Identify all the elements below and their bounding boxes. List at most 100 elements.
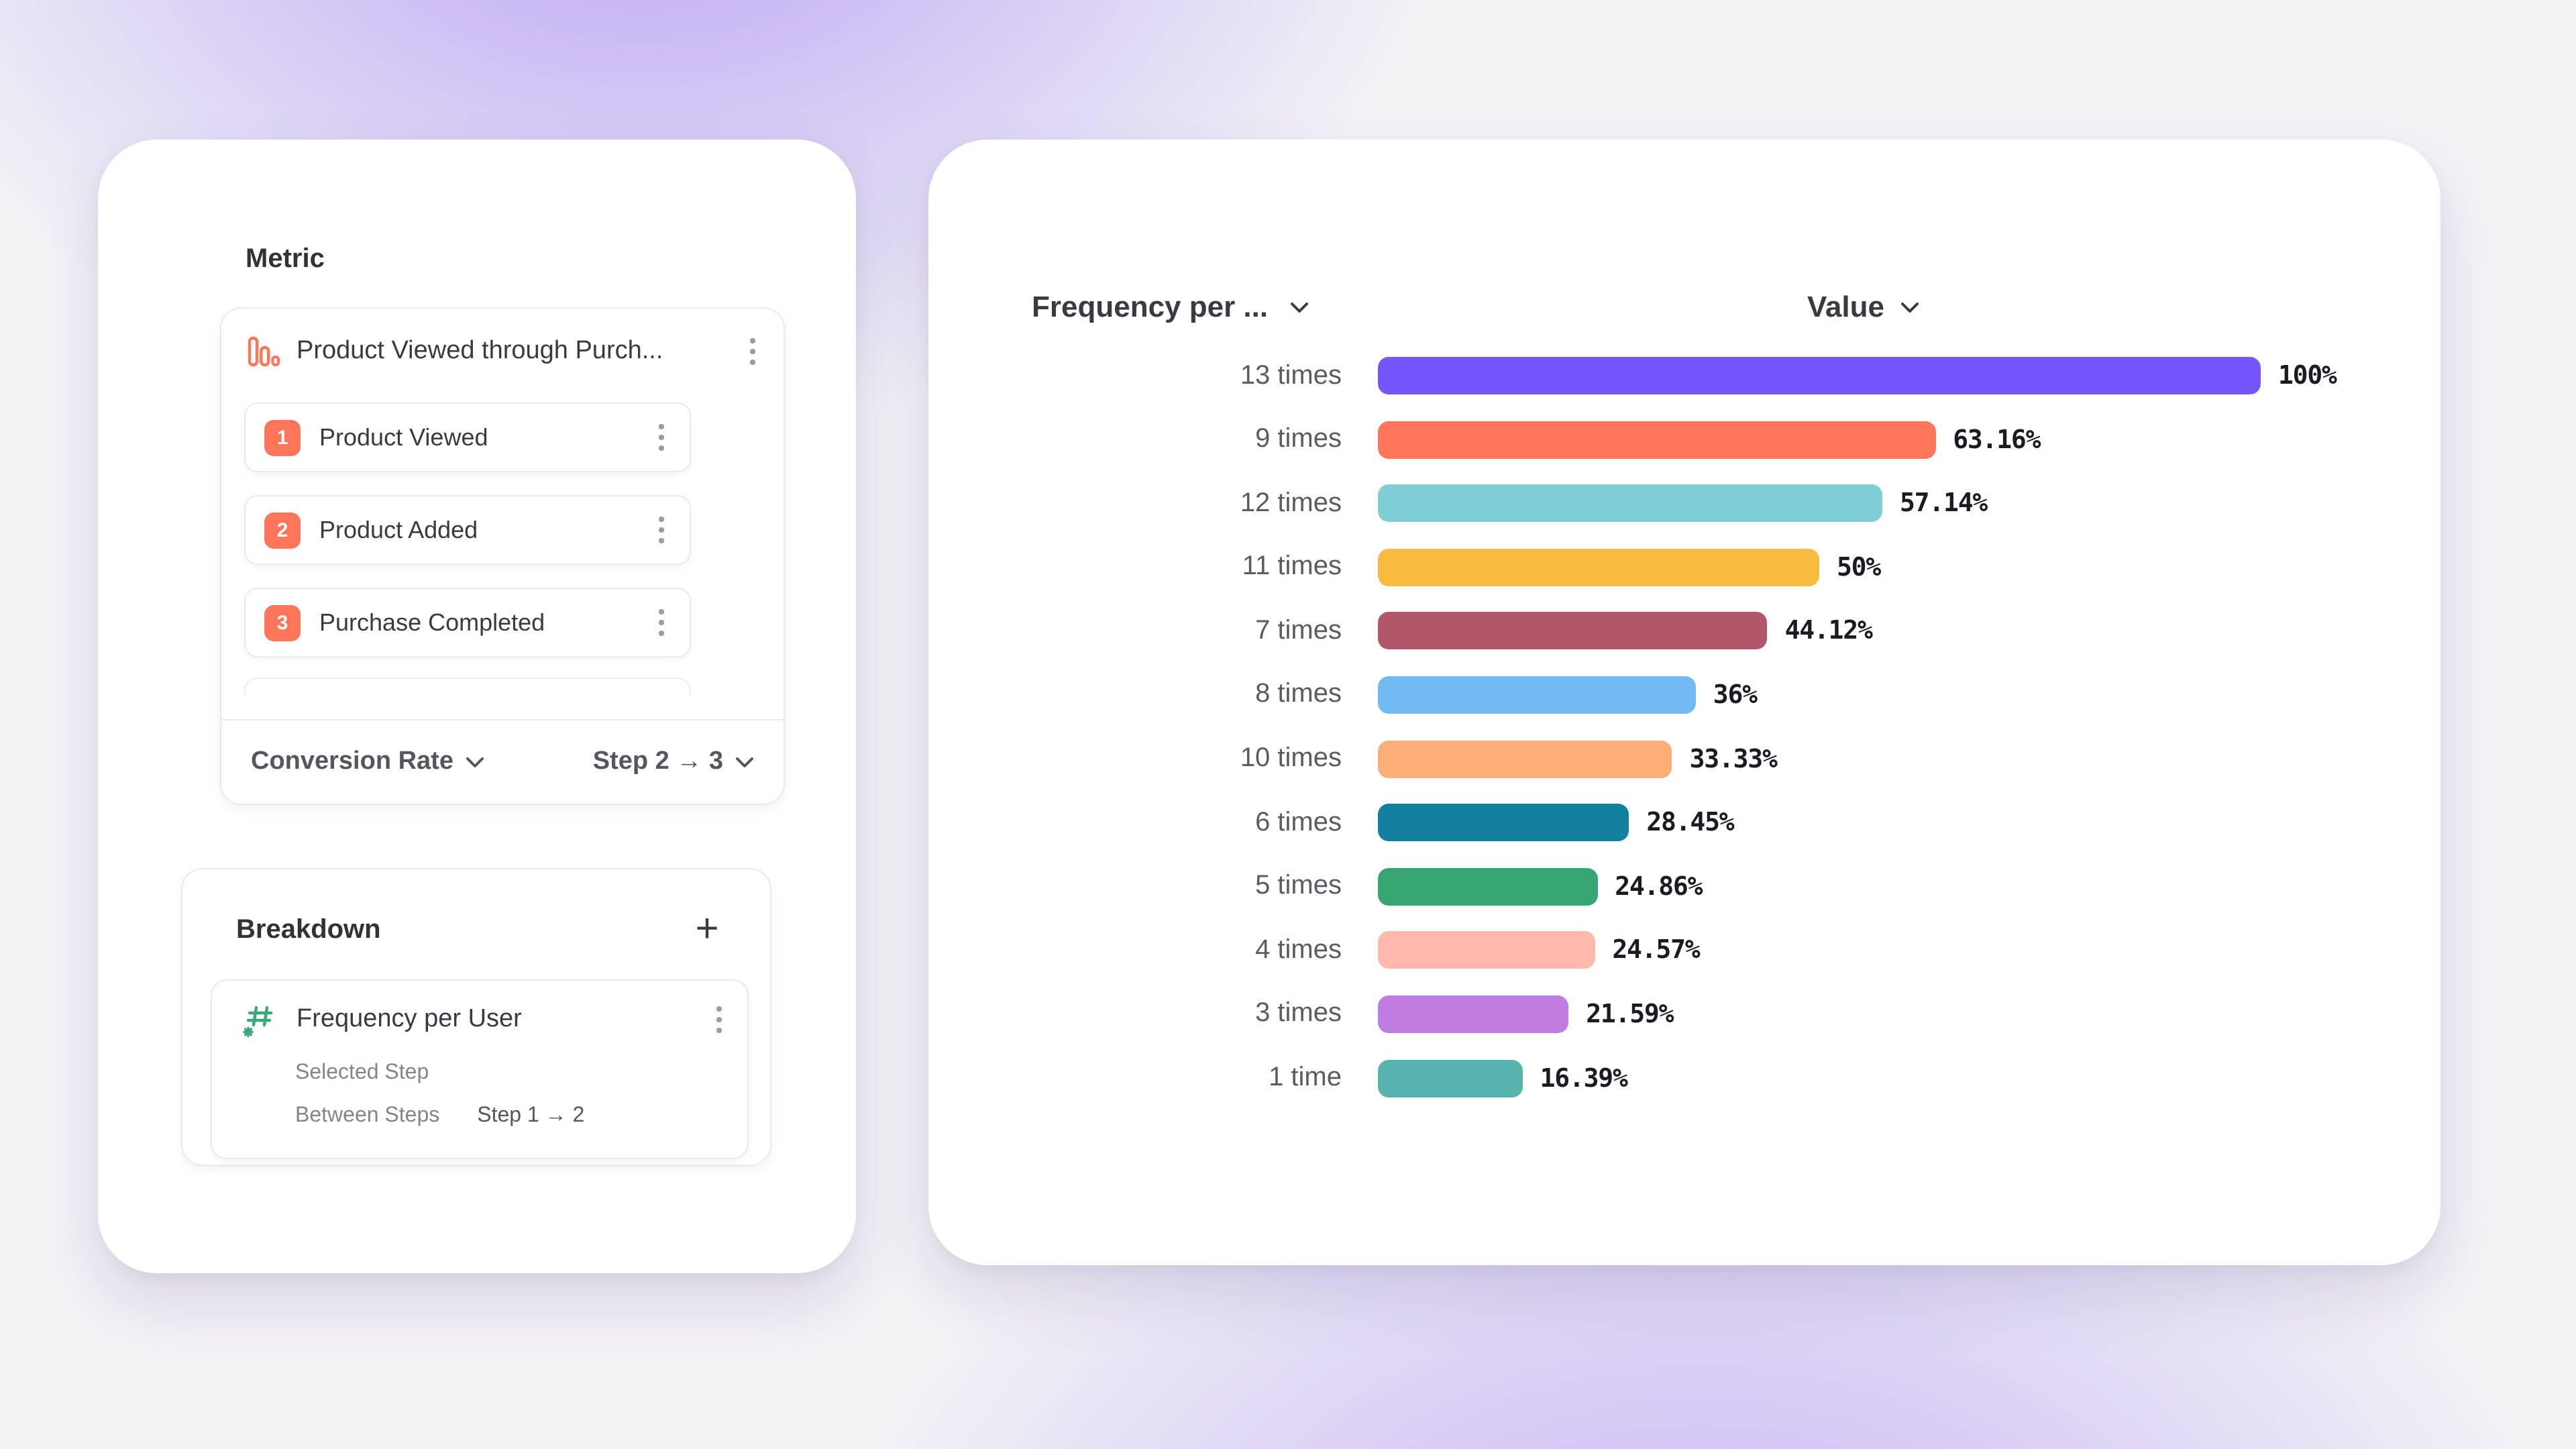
value-column-header-label: Value — [1807, 290, 1884, 323]
funnel-step-row[interactable]: 1 Product Viewed — [244, 402, 691, 472]
between-steps-value: Step 1 → 2 — [477, 1104, 585, 1127]
breakdown-column-header-label: Frequency per ... — [1032, 290, 1269, 323]
chart-row-label: 10 times — [1240, 743, 1342, 773]
breakdown-item-name: Frequency per User — [297, 1005, 522, 1033]
chart-row-label: 9 times — [1255, 424, 1342, 454]
chart-bar[interactable] — [1378, 740, 1672, 778]
chart-bar[interactable] — [1378, 931, 1595, 969]
chart-row-value: 50% — [1837, 552, 1881, 582]
funnel-metric-icon — [246, 334, 280, 369]
chart-row-value: 24.57% — [1612, 935, 1700, 965]
step-label: Product Viewed — [319, 423, 488, 450]
chart-row-label: 3 times — [1255, 998, 1342, 1028]
step-number-badge: 3 — [264, 604, 301, 641]
next-step-row-cutoff — [244, 678, 691, 696]
chevron-down-icon — [1901, 302, 1919, 312]
chart-row: 1 time 16.39% — [928, 1059, 2440, 1097]
chart-row-value: 24.86% — [1615, 871, 1703, 902]
funnel-steps-list: 1 Product Viewed 2 Product Added 3 Purch… — [244, 402, 691, 680]
step-label: Purchase Completed — [319, 608, 545, 635]
breakdown-section-title: Breakdown — [236, 914, 381, 944]
hash-icon — [241, 1002, 278, 1038]
chart-bar[interactable] — [1378, 676, 1696, 714]
chart-bar[interactable] — [1378, 357, 2261, 394]
query-builder-card: Metric Product Viewed through Purch... 1… — [98, 140, 856, 1273]
metric-section-title: Metric — [246, 244, 325, 274]
funnel-metric-row[interactable]: Product Viewed through Purch... — [246, 325, 767, 378]
chart-row-label: 5 times — [1255, 871, 1342, 901]
chart-row: 10 times 33.33% — [928, 740, 2440, 778]
chart-row-label: 6 times — [1255, 807, 1342, 837]
bar-chart: 13 times 100% 9 times 63.16% 12 times 57… — [928, 357, 2440, 1097]
between-steps-label: Between Steps — [295, 1104, 440, 1127]
chart-row: 3 times 21.59% — [928, 995, 2440, 1033]
chart-row-label: 8 times — [1255, 679, 1342, 709]
chart-bar[interactable] — [1378, 484, 1882, 523]
chart-bar[interactable] — [1378, 548, 1819, 586]
chart-bar[interactable] — [1378, 804, 1629, 842]
breakdown-column-header-dropdown[interactable]: Frequency per ... — [1032, 290, 1309, 325]
funnel-metric-name: Product Viewed through Purch... — [297, 337, 663, 365]
chart-row-value: 100% — [2278, 361, 2337, 390]
selected-step-label: Selected Step — [295, 1061, 429, 1084]
breakdown-box: Breakdown + — [181, 868, 771, 1166]
chart-row: 9 times 63.16% — [928, 421, 2440, 459]
chart-bar[interactable] — [1378, 612, 1768, 650]
chart-bar[interactable] — [1378, 995, 1569, 1033]
funnel-step-row[interactable]: 2 Product Added — [244, 495, 691, 565]
kebab-menu-icon[interactable] — [738, 331, 767, 372]
chart-row-value: 16.39% — [1540, 1063, 1628, 1093]
chart-row-value: 36% — [1713, 680, 1758, 710]
chevron-down-icon — [1291, 302, 1309, 312]
value-column-header-dropdown[interactable]: Value — [1807, 290, 1921, 325]
chart-row-label: 1 time — [1269, 1063, 1342, 1093]
chart-row-label: 4 times — [1255, 934, 1342, 965]
chart-row-value: 57.14% — [1900, 488, 1988, 519]
chart-bar[interactable] — [1378, 421, 1936, 459]
funnel-step-row[interactable]: 3 Purchase Completed — [244, 588, 691, 657]
add-breakdown-button[interactable]: + — [695, 907, 719, 951]
chart-row: 7 times 44.12% — [928, 612, 2440, 650]
chart-row: 6 times 28.45% — [928, 804, 2440, 842]
kebab-menu-icon[interactable] — [647, 510, 676, 550]
chart-row-label: 13 times — [1240, 360, 1342, 390]
metric-box: Product Viewed through Purch... 1 Produc… — [220, 307, 785, 805]
chevron-down-icon — [736, 757, 753, 767]
kebab-menu-icon[interactable] — [647, 602, 676, 643]
chart-bar[interactable] — [1378, 1059, 1523, 1097]
chart-row-value: 33.33% — [1689, 744, 1778, 774]
step-number-badge: 1 — [264, 419, 301, 455]
step-range-dropdown-label: Step 2 → 3 — [592, 747, 723, 775]
divider — [221, 719, 784, 720]
chart-row-label: 7 times — [1255, 615, 1342, 645]
kebab-menu-icon[interactable] — [704, 1000, 734, 1040]
kebab-menu-icon[interactable] — [647, 417, 676, 458]
chart-row: 11 times 50% — [928, 548, 2440, 586]
breakdown-selected-step-row: Selected Step — [295, 1061, 429, 1085]
chart-row-label: 12 times — [1240, 488, 1342, 518]
breakdown-item-header[interactable]: Frequency per User — [241, 1000, 734, 1040]
chart-bar[interactable] — [1378, 867, 1598, 906]
chart-row-label: 11 times — [1242, 551, 1342, 582]
chart-row: 5 times 24.86% — [928, 867, 2440, 906]
chart-card: Frequency per ... Value 13 times 100% 9 … — [928, 140, 2440, 1265]
step-label: Product Added — [319, 516, 478, 543]
chart-row: 8 times 36% — [928, 676, 2440, 714]
breakdown-header: Breakdown + — [236, 907, 730, 953]
chart-row: 4 times 24.57% — [928, 931, 2440, 969]
step-number-badge: 2 — [264, 512, 301, 548]
breakdown-between-steps-row: Between Steps Step 1 → 2 — [295, 1104, 584, 1128]
measurement-dropdown-label: Conversion Rate — [251, 747, 453, 775]
chart-row-value: 63.16% — [1953, 425, 2041, 455]
chart-row: 12 times 57.14% — [928, 484, 2440, 523]
measurement-dropdown[interactable]: Conversion Rate — [251, 747, 484, 777]
chart-row-value: 21.59% — [1586, 999, 1674, 1029]
metric-footer: Conversion Rate Step 2 → 3 — [221, 720, 784, 804]
breakdown-item[interactable]: Frequency per User Selected Step Between… — [211, 979, 749, 1159]
chart-row: 13 times 100% — [928, 357, 2440, 394]
chart-row-value: 44.12% — [1784, 616, 1873, 646]
chevron-down-icon — [466, 757, 484, 767]
chart-row-value: 28.45% — [1646, 808, 1734, 838]
step-range-dropdown[interactable]: Step 2 → 3 — [593, 747, 754, 777]
